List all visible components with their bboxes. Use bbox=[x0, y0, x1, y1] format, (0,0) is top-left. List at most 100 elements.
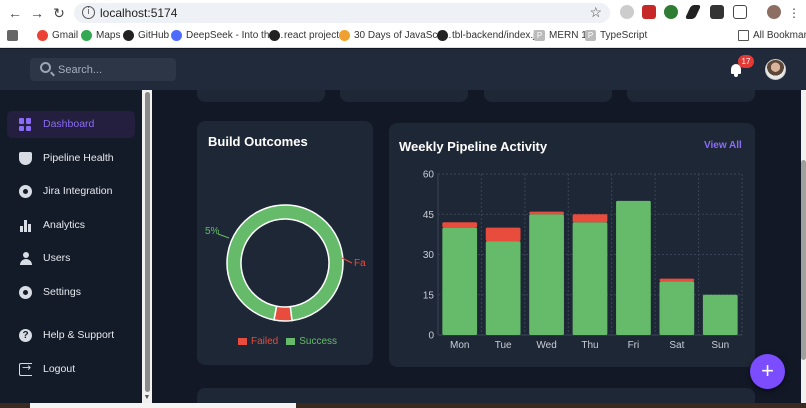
sidebar-item-label: Settings bbox=[43, 286, 81, 298]
user-avatar[interactable] bbox=[765, 59, 786, 80]
x-tick-label: Sun bbox=[711, 340, 729, 351]
bar-mon-series-1[interactable] bbox=[442, 222, 478, 228]
y-tick-label: 0 bbox=[428, 331, 434, 342]
site-info-icon[interactable]: i bbox=[82, 6, 95, 19]
sidebar-item-settings[interactable]: Settings bbox=[7, 279, 135, 306]
gear-icon bbox=[19, 286, 32, 299]
page-scrollbar-thumb[interactable] bbox=[801, 160, 806, 360]
stat-card bbox=[340, 90, 468, 102]
build-outcomes-chart: Fa 5% bbox=[205, 204, 366, 322]
sidebar-item-analytics[interactable]: Analytics bbox=[7, 212, 135, 239]
logout-icon bbox=[19, 361, 32, 376]
sidebar-item-pipeline-health[interactable]: Pipeline Health bbox=[7, 145, 135, 172]
bookmark-30-days-js[interactable]: 30 Days of JavaScri... bbox=[339, 30, 451, 41]
help-icon: ? bbox=[19, 329, 32, 342]
legend-failed[interactable]: Failed bbox=[251, 336, 279, 347]
taskbar bbox=[0, 403, 806, 408]
bar-wed-series-1[interactable] bbox=[529, 211, 564, 215]
sidebar-item-users[interactable]: Users bbox=[7, 245, 135, 272]
x-tick-label: Mon bbox=[450, 340, 469, 351]
bar-mon-series-0[interactable] bbox=[442, 227, 478, 335]
bar-sun-series-0[interactable] bbox=[702, 294, 738, 335]
bar-sat-series-1[interactable] bbox=[659, 278, 695, 282]
bar-wed-series-0[interactable] bbox=[529, 214, 564, 335]
dashboard-icon bbox=[19, 118, 32, 131]
address-bar[interactable]: i localhost:5174 ☆ bbox=[74, 3, 610, 23]
search-box bbox=[30, 58, 176, 81]
puzzle-icon[interactable] bbox=[733, 5, 747, 19]
y-tick-label: 60 bbox=[423, 170, 435, 181]
legend-success[interactable]: Success bbox=[299, 336, 338, 347]
sidebar-scrollbar-thumb[interactable] bbox=[145, 92, 150, 392]
bookmark-star-icon[interactable]: ☆ bbox=[589, 4, 602, 20]
bar-tue-series-0[interactable] bbox=[485, 241, 521, 335]
sidebar-item-label: Help & Support bbox=[43, 329, 115, 341]
stat-card bbox=[484, 90, 612, 102]
bar-sat-series-0[interactable] bbox=[659, 281, 695, 335]
sidebar-item-help-support[interactable]: ? Help & Support bbox=[7, 322, 135, 349]
search-icon bbox=[40, 62, 51, 73]
sidebar-item-dashboard[interactable]: Dashboard bbox=[7, 111, 135, 138]
bar-thu-series-0[interactable] bbox=[572, 222, 608, 335]
user-icon bbox=[19, 252, 32, 265]
profile-avatar-icon[interactable] bbox=[767, 5, 781, 19]
extension-icon[interactable] bbox=[642, 5, 656, 19]
bookmark-typescript[interactable]: P TypeScript bbox=[585, 30, 647, 41]
bookmark-mern[interactable]: P MERN 1 bbox=[534, 30, 587, 41]
x-tick-label: Fri bbox=[628, 340, 640, 351]
back-icon[interactable]: ← bbox=[8, 5, 22, 21]
sidebar-item-logout[interactable]: Logout bbox=[7, 356, 135, 383]
y-tick-label: 15 bbox=[423, 290, 435, 301]
all-bookmarks[interactable]: All Bookmarks bbox=[738, 30, 806, 41]
extension-icon[interactable] bbox=[664, 5, 678, 19]
bar-chart-icon bbox=[19, 219, 32, 232]
donut-leader-success bbox=[217, 233, 230, 239]
forward-icon[interactable]: → bbox=[30, 5, 44, 21]
sidebar-item-jira-integration[interactable]: Jira Integration bbox=[7, 178, 135, 205]
x-tick-label: Thu bbox=[581, 340, 598, 351]
bookmark-react-projects[interactable]: react projects bbox=[269, 30, 344, 41]
bookmark-deepseek[interactable]: DeepSeek - Into the... bbox=[171, 30, 283, 41]
weekly-pipeline-title: Weekly Pipeline Activity bbox=[399, 139, 548, 154]
bar-thu-series-1[interactable] bbox=[572, 214, 608, 223]
donut-slice-success[interactable] bbox=[226, 204, 344, 322]
legend-swatch-success bbox=[286, 338, 296, 345]
sidebar-item-label: Logout bbox=[43, 363, 76, 375]
bookmark-gmail[interactable]: Gmail bbox=[37, 30, 78, 41]
build-outcomes-title: Build Outcomes bbox=[208, 134, 308, 149]
page-scrollbar[interactable] bbox=[801, 90, 806, 408]
extension-icon[interactable] bbox=[620, 5, 634, 19]
extension-icon[interactable] bbox=[710, 5, 724, 19]
donut-label-failed: Fa bbox=[354, 258, 366, 269]
y-tick-label: 45 bbox=[423, 210, 435, 221]
app-header bbox=[0, 49, 806, 90]
add-button[interactable]: + bbox=[750, 354, 785, 389]
bookmark-tbl-backend[interactable]: tbl-backend/index.j... bbox=[437, 30, 544, 41]
legend-swatch-failed bbox=[238, 338, 247, 345]
sidebar-item-label: Users bbox=[43, 252, 71, 264]
browser-toolbar: ← → ↻ i localhost:5174 ☆ ⋮ bbox=[0, 0, 806, 26]
sidebar-item-label: Dashboard bbox=[43, 118, 95, 130]
bookmark-maps[interactable]: Maps bbox=[81, 30, 120, 41]
reload-icon[interactable]: ↻ bbox=[53, 5, 65, 21]
more-menu-icon[interactable]: ⋮ bbox=[788, 6, 800, 20]
bug-icon bbox=[19, 185, 32, 198]
apps-icon[interactable] bbox=[7, 30, 18, 41]
stat-card bbox=[627, 90, 755, 102]
bookmark-github[interactable]: GitHub bbox=[123, 30, 169, 41]
x-tick-label: Tue bbox=[495, 340, 512, 351]
x-tick-label: Sat bbox=[669, 340, 684, 351]
x-tick-label: Wed bbox=[536, 340, 556, 351]
weekly-pipeline-chart: 0 15 30 45 60 Mon Tue Wed Thu Fri Sat Sun bbox=[423, 170, 743, 351]
bell-icon[interactable] bbox=[729, 63, 743, 77]
view-all-link[interactable]: View All bbox=[704, 140, 742, 151]
stat-card bbox=[197, 90, 325, 102]
search-input[interactable] bbox=[58, 61, 168, 78]
build-outcomes-card bbox=[197, 121, 373, 365]
pen-icon[interactable] bbox=[684, 5, 702, 19]
bar-fri-series-0[interactable] bbox=[616, 200, 651, 335]
donut-legend: Failed Success bbox=[238, 336, 337, 347]
bar-tue-series-1[interactable] bbox=[485, 227, 521, 242]
sidebar: Dashboard Pipeline Health Jira Integrati… bbox=[0, 90, 142, 408]
scroll-down-arrow-icon[interactable]: ▼ bbox=[143, 394, 151, 401]
